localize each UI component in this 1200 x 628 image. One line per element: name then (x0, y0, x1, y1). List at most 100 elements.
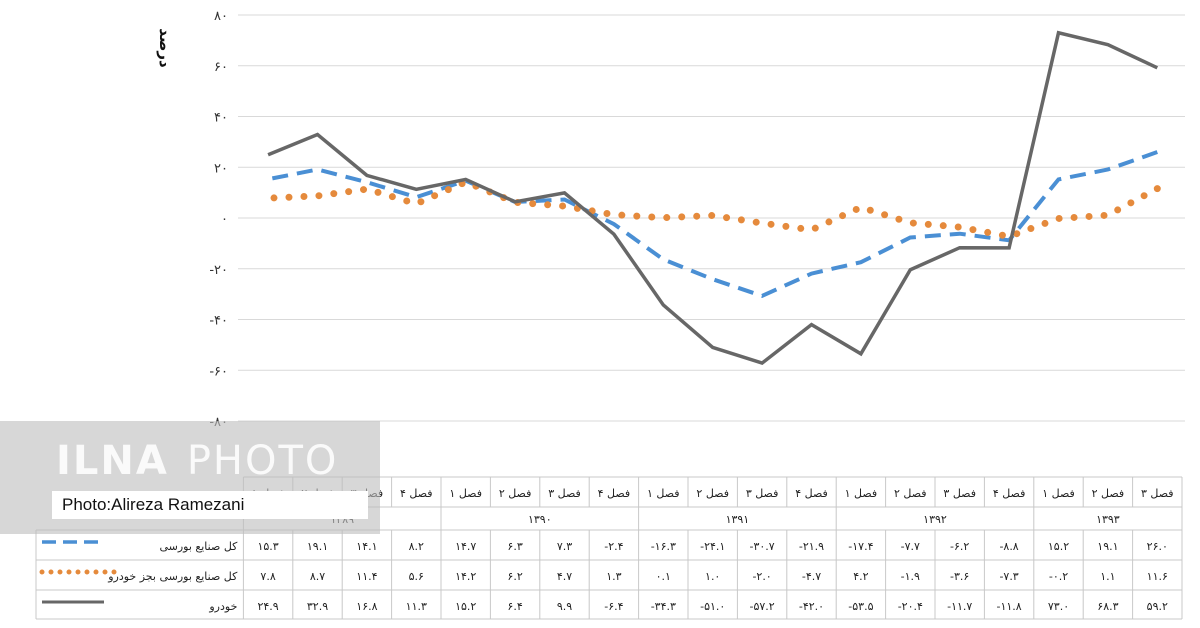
data-cell: -۰.۲ (1049, 570, 1068, 583)
quarter-label: فصل ۱ (647, 487, 680, 500)
data-cell: ۶.۳ (507, 540, 522, 553)
data-cell: ۸.۷ (310, 570, 325, 583)
data-cell: ۱۵.۲ (455, 600, 476, 613)
data-cell: ۱۵.۲ (1048, 540, 1069, 553)
data-cell: ۴.۲ (853, 570, 868, 583)
series-line-1 (264, 178, 1161, 241)
year-label: ۱۳۹۲ (923, 513, 947, 526)
data-cell: ۱.۰ (705, 570, 720, 583)
year-label: ۱۳۹۱ (726, 513, 750, 526)
y-tick-label: ۰ (221, 212, 228, 227)
legend-label-2: خودرو (208, 600, 237, 613)
data-cell: -۵۱.۰ (700, 600, 725, 613)
quarter-label: فصل ۳ (548, 487, 581, 500)
data-cell: ۱۶.۸ (356, 600, 377, 613)
quarter-label: فصل ۲ (499, 487, 532, 500)
quarter-label: فصل ۲ (696, 487, 729, 500)
legend-label-1: کل صنایع بورسی بجز خودرو (107, 570, 238, 583)
data-cell: ۱.۱ (1100, 570, 1115, 583)
quarter-label: فصل ۳ (1141, 487, 1174, 500)
data-cell: ۷۳.۰ (1048, 600, 1069, 613)
data-cell: ۸.۲ (409, 540, 424, 553)
quarter-label: فصل ۴ (598, 487, 631, 500)
data-cell: ۱۱.۶ (1147, 570, 1168, 583)
quarter-label: فصل ۲ (894, 487, 927, 500)
data-cell: -۶.۲ (950, 540, 969, 553)
y-axis-label: درصد (156, 28, 174, 68)
quarter-label: فصل ۳ (746, 487, 779, 500)
data-cell: -۶.۴ (604, 600, 623, 613)
logo-photo: PHOTO (186, 438, 339, 484)
data-cell: ۱۹.۱ (307, 540, 328, 553)
data-cell: ۲۴.۹ (257, 600, 278, 613)
legend-label-0: کل صنایع بورسی (159, 540, 238, 553)
data-cell: ۹.۹ (557, 600, 572, 613)
year-label: ۱۳۹۰ (528, 513, 552, 526)
data-cell: -۱۷.۴ (848, 540, 873, 553)
data-cell: ۶۸.۳ (1097, 600, 1118, 613)
series-line-2 (267, 30, 1159, 366)
quarter-label: فصل ۱ (449, 487, 482, 500)
data-cell: ۱۱.۳ (406, 600, 427, 613)
data-cell: ۱.۳ (606, 570, 621, 583)
data-cell: -۵۷.۲ (749, 600, 774, 613)
series-line-0 (267, 150, 1158, 299)
data-cell: -۲.۴ (604, 540, 623, 553)
data-cell: -۴۲.۰ (799, 600, 824, 613)
y-tick-label: ۴۰ (214, 111, 228, 126)
data-cell: -۳.۶ (950, 570, 969, 583)
quarter-label: فصل ۲ (1092, 487, 1125, 500)
data-cell: ۱۱.۴ (356, 570, 377, 583)
data-cell: -۲.۰ (752, 570, 771, 583)
data-cell: -۱۱.۷ (947, 600, 972, 613)
data-cell: ۵.۶ (409, 570, 424, 583)
quarter-label: فصل ۱ (1042, 487, 1075, 500)
quarter-label: فصل ۴ (795, 487, 828, 500)
data-cell: ۷.۳ (557, 540, 572, 553)
data-cell: ۱۹.۱ (1097, 540, 1118, 553)
data-cell: -۱۶.۳ (651, 540, 676, 553)
data-cell: -۳۰.۷ (749, 540, 774, 553)
data-cell: ۴.۷ (557, 570, 572, 583)
data-cell: -۲۰.۴ (898, 600, 923, 613)
y-tick-label: -۲۰ (209, 263, 228, 278)
data-cell: ۶.۲ (507, 570, 522, 583)
data-cell: ۲۶.۰ (1147, 540, 1168, 553)
y-tick-label: -۴۰ (209, 314, 228, 329)
photo-credit: Photo:Alireza Ramezani (52, 491, 368, 519)
y-tick-label: ۸۰ (214, 9, 228, 24)
year-label: ۱۳۹۳ (1096, 513, 1120, 526)
data-cell: ۵۹.۲ (1147, 600, 1168, 613)
y-tick-label: ۲۰ (214, 161, 228, 176)
quarter-label: فصل ۴ (400, 487, 433, 500)
data-cell: -۱۱.۸ (996, 600, 1021, 613)
data-cell: -۴.۷ (802, 570, 821, 583)
logo-ilna: ILNA (56, 438, 169, 484)
watermark-logo: ILNA PHOTO (56, 438, 338, 484)
data-cell: -۸.۸ (999, 540, 1018, 553)
data-cell: ۱۴.۷ (455, 540, 476, 553)
data-cell: -۲۱.۹ (799, 540, 824, 553)
data-cell: -۷.۳ (999, 570, 1018, 583)
data-cell: ۶.۴ (507, 600, 522, 613)
y-tick-label: -۶۰ (209, 364, 228, 379)
data-cell: ۱۴.۲ (455, 570, 476, 583)
data-cell: -۷.۷ (901, 540, 920, 553)
quarter-label: فصل ۱ (845, 487, 878, 500)
data-cell: -۲۴.۱ (700, 540, 725, 553)
data-cell: ۳۲.۹ (307, 600, 328, 613)
quarter-label: فصل ۳ (943, 487, 976, 500)
data-cell: ۱۵.۳ (257, 540, 278, 553)
data-cell: -۳۴.۳ (651, 600, 676, 613)
data-cell: -۱.۹ (901, 570, 920, 583)
data-cell: -۵۳.۵ (848, 600, 873, 613)
data-cell: ۷.۸ (260, 570, 275, 583)
data-table: فصل ۳ فصل ۲ فصل ۱ فصل ۴ فصل ۳ فصل ۲ فصل ۱ فصل ۴… (35, 476, 1183, 620)
data-cell: ۰.۱ (656, 570, 671, 583)
data-cell: ۱۴.۱ (356, 540, 377, 553)
quarter-label: فصل ۴ (993, 487, 1026, 500)
y-tick-label: ۶۰ (214, 60, 228, 75)
series-lines (264, 30, 1161, 366)
